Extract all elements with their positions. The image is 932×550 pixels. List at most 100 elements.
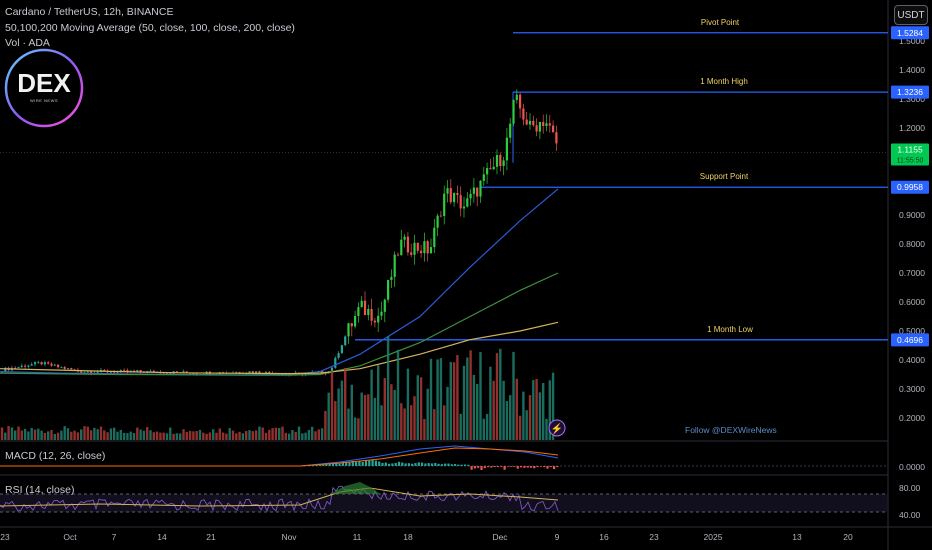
volume-bar (522, 391, 525, 440)
candle (535, 125, 538, 132)
time-tick-label: Nov (281, 532, 297, 542)
moving-average-legend[interactable]: 50,100,200 Moving Average (50, close, 10… (5, 22, 295, 34)
time-tick-label: 2025 (704, 532, 723, 542)
svg-text:DEX: DEX (17, 68, 71, 98)
time-tick-label: 21 (206, 532, 216, 542)
candle (545, 123, 548, 126)
macd-bar (414, 463, 417, 466)
macd-bar (371, 459, 374, 466)
volume-bar (198, 429, 202, 440)
volume-bar (7, 426, 10, 440)
candle (235, 371, 238, 373)
price-tick-label: 1.5000 (899, 36, 925, 46)
volume-bar (0, 427, 4, 440)
candle (119, 369, 122, 372)
macd-title[interactable]: MACD (12, 26, close) (5, 450, 106, 462)
macd-bar (516, 466, 519, 469)
volume-legend[interactable]: Vol · ADA (5, 37, 50, 49)
candle (532, 120, 535, 126)
volume-bar (373, 397, 377, 440)
macd-bar (460, 464, 463, 466)
volume-bar (518, 415, 522, 440)
candle (24, 365, 27, 367)
candle (390, 276, 393, 280)
candle (423, 241, 426, 254)
candle (410, 252, 413, 255)
candle (436, 215, 439, 228)
candle (113, 371, 116, 373)
volume-bar (43, 432, 47, 440)
volume-bar (307, 430, 311, 440)
volume-bar (136, 427, 139, 440)
candle (4, 367, 7, 372)
countdown-label: 11:55:50 (897, 158, 924, 165)
volume-bar (439, 358, 443, 440)
volume-bar (119, 429, 122, 440)
candle (238, 371, 241, 374)
candle (251, 371, 254, 374)
candle (373, 320, 376, 323)
volume-bar (202, 432, 205, 440)
candle (383, 299, 386, 312)
price-tick-label: 0.3000 (899, 384, 925, 394)
candles (0, 89, 558, 377)
macd-bar (440, 464, 443, 466)
volume-bar (410, 405, 413, 440)
candle (132, 370, 136, 372)
macd-bar (338, 463, 341, 466)
volume-bar (502, 380, 505, 440)
volume-bar (165, 433, 169, 440)
candle (469, 193, 472, 199)
candle (354, 316, 357, 327)
time-tick-label: 9 (555, 532, 560, 542)
macd-bar (457, 464, 460, 466)
candle (400, 239, 403, 256)
volume-bar (37, 428, 40, 440)
time-tick-label: 18 (403, 532, 413, 542)
volume-bar (324, 410, 327, 440)
candle (416, 242, 419, 251)
volume-bar (10, 427, 14, 440)
time-tick-label: 7 (112, 532, 117, 542)
volume-bar (495, 353, 499, 440)
volume-bar (83, 426, 86, 440)
volume-bar (482, 418, 485, 440)
candle (96, 371, 99, 373)
candle (413, 242, 416, 255)
level-price-tag (891, 180, 929, 194)
candle (149, 370, 152, 372)
volume-bar (433, 409, 436, 440)
price-tick-label: 0.8000 (899, 239, 925, 249)
level-price-tag (891, 333, 929, 347)
macd-bar (322, 464, 325, 466)
volume-bar (380, 405, 383, 440)
volume-bar (47, 431, 50, 440)
volume-bar (317, 429, 320, 440)
volume-bar (129, 431, 132, 440)
macd-bar (374, 460, 377, 466)
candle (509, 123, 512, 138)
candle (17, 366, 20, 368)
volume-bar (545, 418, 548, 440)
volume-bar (261, 427, 264, 440)
volume-bar (443, 405, 446, 440)
volume-bar (528, 395, 532, 440)
volume-bar (449, 361, 452, 440)
volume-bar (80, 429, 83, 440)
volume-bar (532, 380, 535, 440)
volume-bar (122, 432, 126, 440)
macd-bar (424, 463, 427, 466)
candle (360, 300, 363, 308)
volume-bar (109, 428, 113, 440)
volume-bar (327, 392, 330, 440)
volume-bar (386, 336, 390, 440)
rsi-title[interactable]: RSI (14, close) (5, 484, 75, 496)
macd-bar (463, 464, 467, 466)
macd-bar (483, 466, 486, 469)
volume-bar (99, 426, 103, 440)
currency-button[interactable]: USDT (894, 5, 928, 25)
macd-bar (421, 462, 424, 466)
macd-bar (315, 464, 318, 466)
volume-bar (393, 389, 396, 440)
